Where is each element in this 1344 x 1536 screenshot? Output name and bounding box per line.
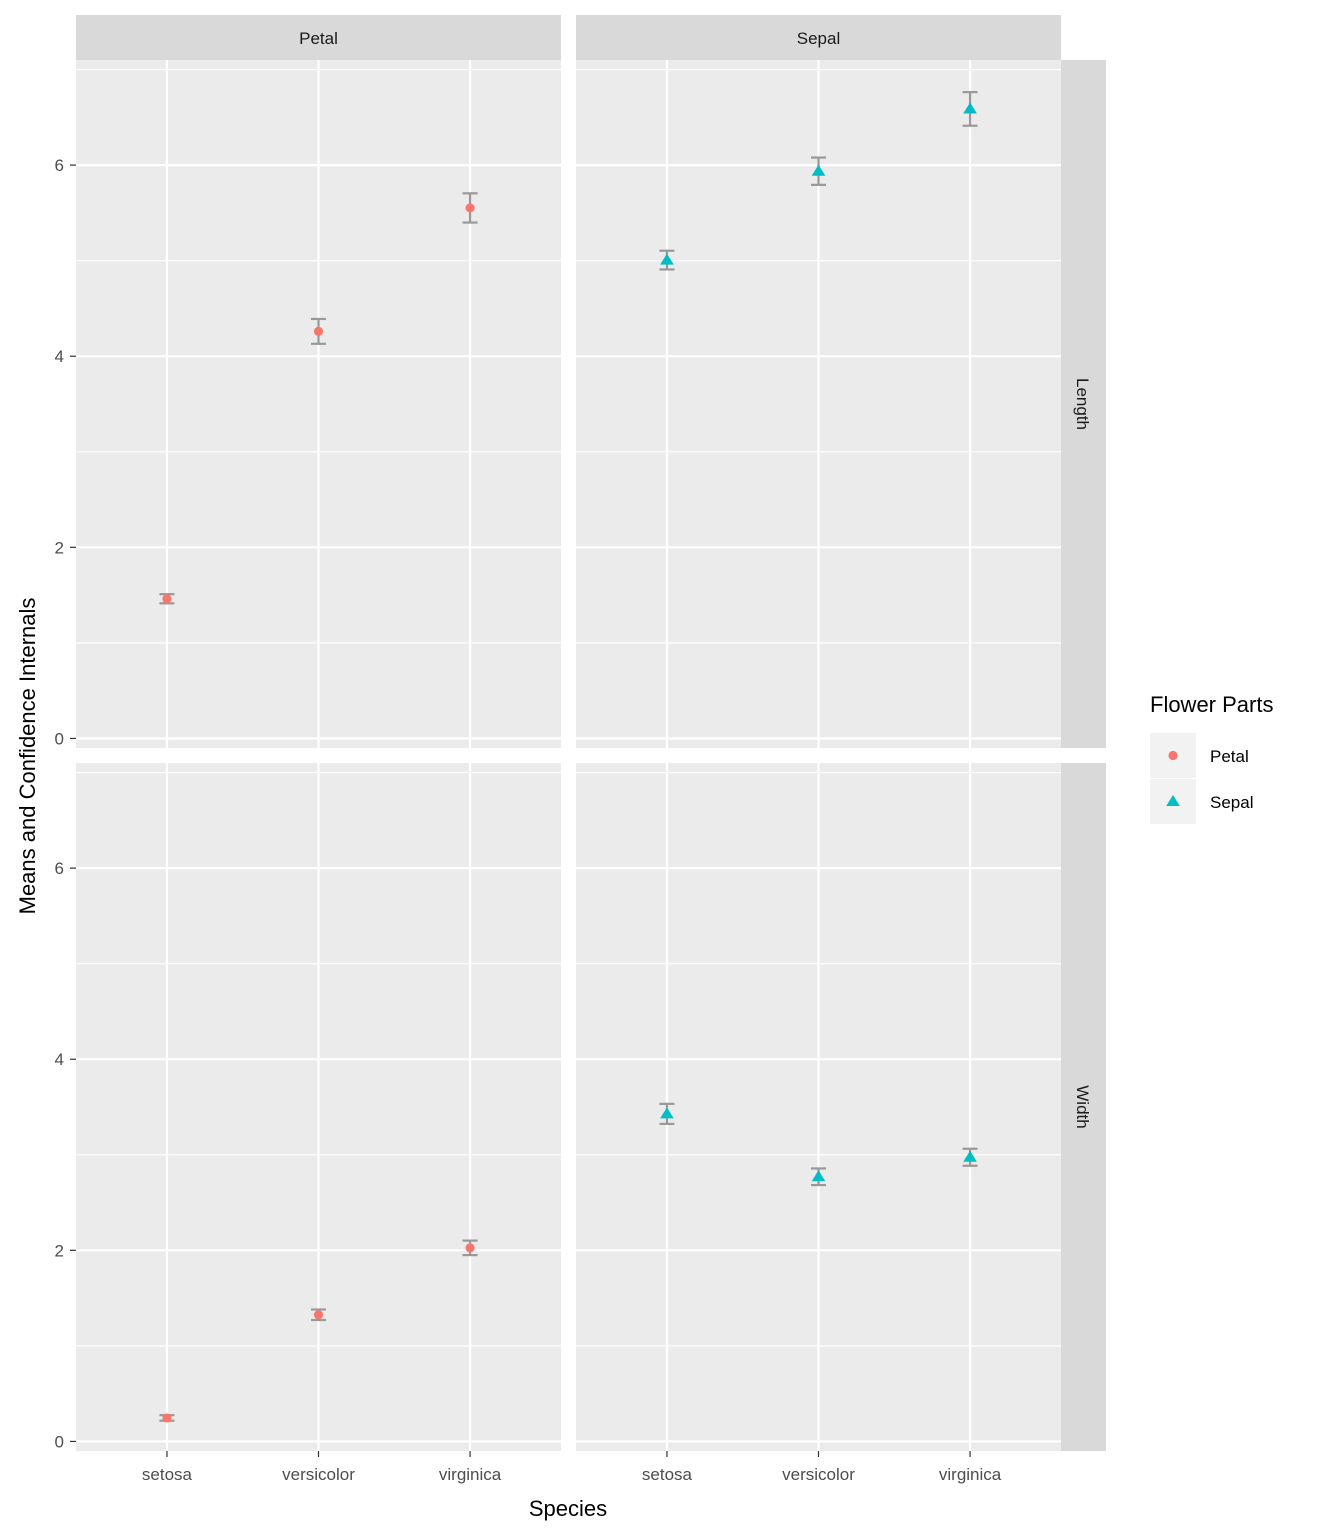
facet-strip-top: [76, 15, 561, 60]
y-tick-label: 0: [55, 729, 64, 748]
y-tick-label: 0: [55, 1432, 64, 1451]
data-point-sepal-width-setosa: [660, 1107, 674, 1119]
legend-label: Sepal: [1210, 793, 1253, 812]
data-point-sepal-length-versicolor: [811, 164, 826, 176]
x-tick-label: virginica: [439, 1465, 502, 1484]
legend-marker-petal: [1168, 750, 1178, 761]
x-tick-label: setosa: [642, 1465, 693, 1484]
y-tick-label: 2: [55, 538, 64, 557]
facet-label: Length: [1073, 378, 1092, 430]
legend-label: Petal: [1210, 747, 1249, 766]
x-tick-label: virginica: [939, 1465, 1002, 1484]
x-tick-label: setosa: [142, 1465, 193, 1484]
y-tick-label: 4: [55, 347, 64, 366]
data-point-petal-length-versicolor: [313, 326, 324, 336]
x-axis-title: Species: [529, 1496, 607, 1521]
facet-label: Width: [1073, 1085, 1092, 1128]
x-tick-label: versicolor: [782, 1465, 855, 1484]
data-point-petal-width-virginica: [465, 1243, 475, 1253]
y-tick-label: 6: [55, 156, 64, 175]
data-point-petal-length-setosa: [162, 594, 172, 604]
data-point-petal-width-versicolor: [313, 1310, 324, 1320]
x-tick-label: versicolor: [282, 1465, 355, 1484]
facet-strip-right: [1061, 763, 1106, 1451]
data-point-petal-width-setosa: [162, 1413, 172, 1423]
legend-marker-sepal: [1166, 795, 1180, 807]
data-point-sepal-length-virginica: [963, 102, 977, 114]
data-point-sepal-width-versicolor: [811, 1170, 826, 1182]
data-point-sepal-length-setosa: [660, 253, 674, 265]
facet-label: Sepal: [797, 29, 840, 48]
y-tick-label: 4: [55, 1050, 64, 1069]
y-tick-label: 2: [55, 1241, 64, 1260]
y-tick-label: 6: [55, 859, 64, 878]
data-point-sepal-width-virginica: [963, 1150, 977, 1162]
data-point-petal-length-virginica: [465, 203, 475, 213]
facet-strip-top: [576, 15, 1061, 60]
legend-title: Flower Parts: [1150, 692, 1273, 717]
facet-label: Petal: [299, 29, 338, 48]
facet-strip-right: [1061, 60, 1106, 748]
y-axis-title: Means and Confidence Internals: [15, 598, 40, 915]
